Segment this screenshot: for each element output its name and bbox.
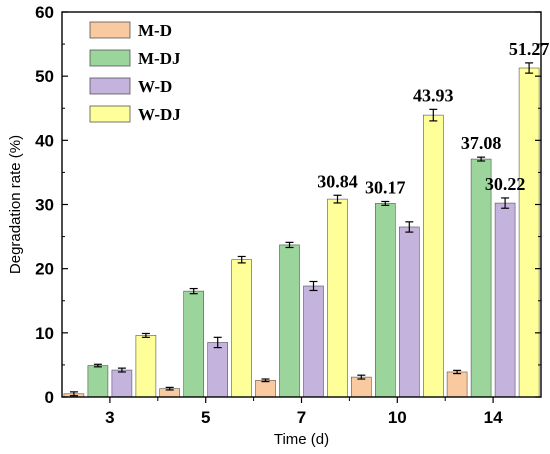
bars-layer <box>63 62 540 398</box>
y-tick-label: 0 <box>45 388 54 407</box>
y-tick-label: 20 <box>35 260 54 279</box>
bar-w-dj-7 <box>327 198 348 398</box>
x-tick-label: 7 <box>297 408 306 427</box>
bar-m-dj-3 <box>87 365 109 398</box>
bar-w-d-3 <box>111 369 133 398</box>
data-label: 30.22 <box>485 174 526 194</box>
data-label: 51.27 <box>509 39 550 59</box>
plot-frame <box>61 11 542 398</box>
y-tick-label: 10 <box>35 324 54 343</box>
y-tick-label: 40 <box>35 131 54 150</box>
bar-w-dj-5 <box>231 259 252 398</box>
bar-m-d-10 <box>350 376 372 398</box>
y-axis-title: Degradation rate (%) <box>7 135 24 274</box>
bar-m-d-7 <box>255 380 276 398</box>
y-tick-label: 50 <box>35 67 54 86</box>
bar-w-d-7 <box>303 285 324 398</box>
x-axis-title: Time (d) <box>274 431 329 448</box>
bar-m-d-14 <box>446 371 468 398</box>
legend-label-m-d: M-D <box>138 21 172 40</box>
legend-label-w-d: W-D <box>138 77 172 96</box>
bar-w-d-14 <box>494 202 516 398</box>
data-label: 30.17 <box>365 177 406 197</box>
data-label: 30.84 <box>317 171 358 191</box>
x-tick-label: 10 <box>388 408 407 427</box>
legend-label-w-dj: W-DJ <box>138 105 181 124</box>
x-tick-label: 5 <box>201 408 210 427</box>
bar-m-dj-7 <box>279 244 300 398</box>
legend-swatch-m-dj <box>89 49 131 67</box>
bar-w-d-5 <box>207 342 228 398</box>
legend-label-m-dj: M-DJ <box>138 49 181 68</box>
legend-swatch-w-d <box>89 77 131 95</box>
legend: M-D M-DJ W-D W-DJ <box>89 21 181 124</box>
legend-swatch-w-dj <box>89 105 131 123</box>
x-tick-label: 14 <box>484 408 503 427</box>
bar-w-d-10 <box>398 226 420 398</box>
data-label: 37.08 <box>461 133 502 153</box>
bar-m-dj-10 <box>374 203 396 398</box>
bar-m-dj-5 <box>183 290 204 398</box>
axes-layer: 0 10 20 30 40 50 60 3 5 7 10 14 <box>35 3 542 427</box>
y-tick-label: 60 <box>35 3 54 22</box>
bar-w-dj-10 <box>422 114 444 398</box>
legend-swatch-m-d <box>89 21 131 39</box>
bar-w-dj-14 <box>518 67 540 398</box>
data-label: 43.93 <box>413 85 454 105</box>
bar-w-dj-3 <box>135 335 157 398</box>
bar-m-dj-14 <box>470 158 492 398</box>
x-tick-label: 3 <box>105 408 114 427</box>
y-tick-label: 30 <box>35 196 54 215</box>
